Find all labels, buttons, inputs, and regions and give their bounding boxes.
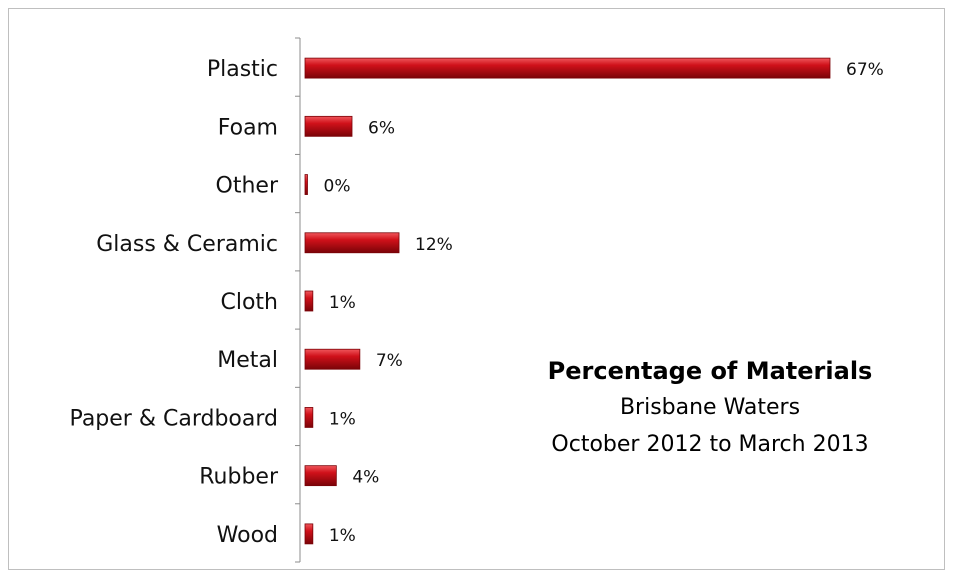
bar-cloth xyxy=(304,290,314,312)
chart-title-block: Percentage of Materials Brisbane Waters … xyxy=(520,353,900,463)
data-label: 12% xyxy=(415,235,453,255)
data-label: 1% xyxy=(329,526,356,546)
bar-rubber xyxy=(304,465,337,487)
chart-title: Percentage of Materials xyxy=(547,357,873,385)
bar-paper-cardboard xyxy=(304,407,314,428)
bar-metal xyxy=(304,348,361,370)
data-label: 6% xyxy=(368,118,395,138)
data-label: 67% xyxy=(846,60,884,80)
bar-foam xyxy=(304,115,353,137)
category-label: Rubber xyxy=(199,465,279,490)
category-label: Metal xyxy=(217,348,278,373)
bar-plastic xyxy=(304,57,831,79)
data-label: 1% xyxy=(329,409,356,429)
data-label: 7% xyxy=(376,351,403,371)
bar-other xyxy=(304,174,308,195)
category-label: Foam xyxy=(218,115,278,140)
data-label: 4% xyxy=(352,468,379,488)
category-label: Glass & Ceramic xyxy=(96,232,278,257)
data-label: 1% xyxy=(329,293,356,313)
category-label: Other xyxy=(216,174,279,199)
category-label: Wood xyxy=(217,523,278,548)
bar-glass-ceramic xyxy=(304,232,400,254)
category-label: Plastic xyxy=(207,57,278,82)
chart-frame xyxy=(8,8,945,570)
data-label: 0% xyxy=(324,177,351,197)
bar-wood xyxy=(304,523,314,545)
category-label: Cloth xyxy=(220,290,278,315)
chart-subtitle-location: Brisbane Waters xyxy=(619,395,801,420)
chart-subtitle-period: October 2012 to March 2013 xyxy=(551,432,869,457)
category-label: Paper & Cardboard xyxy=(70,406,278,431)
